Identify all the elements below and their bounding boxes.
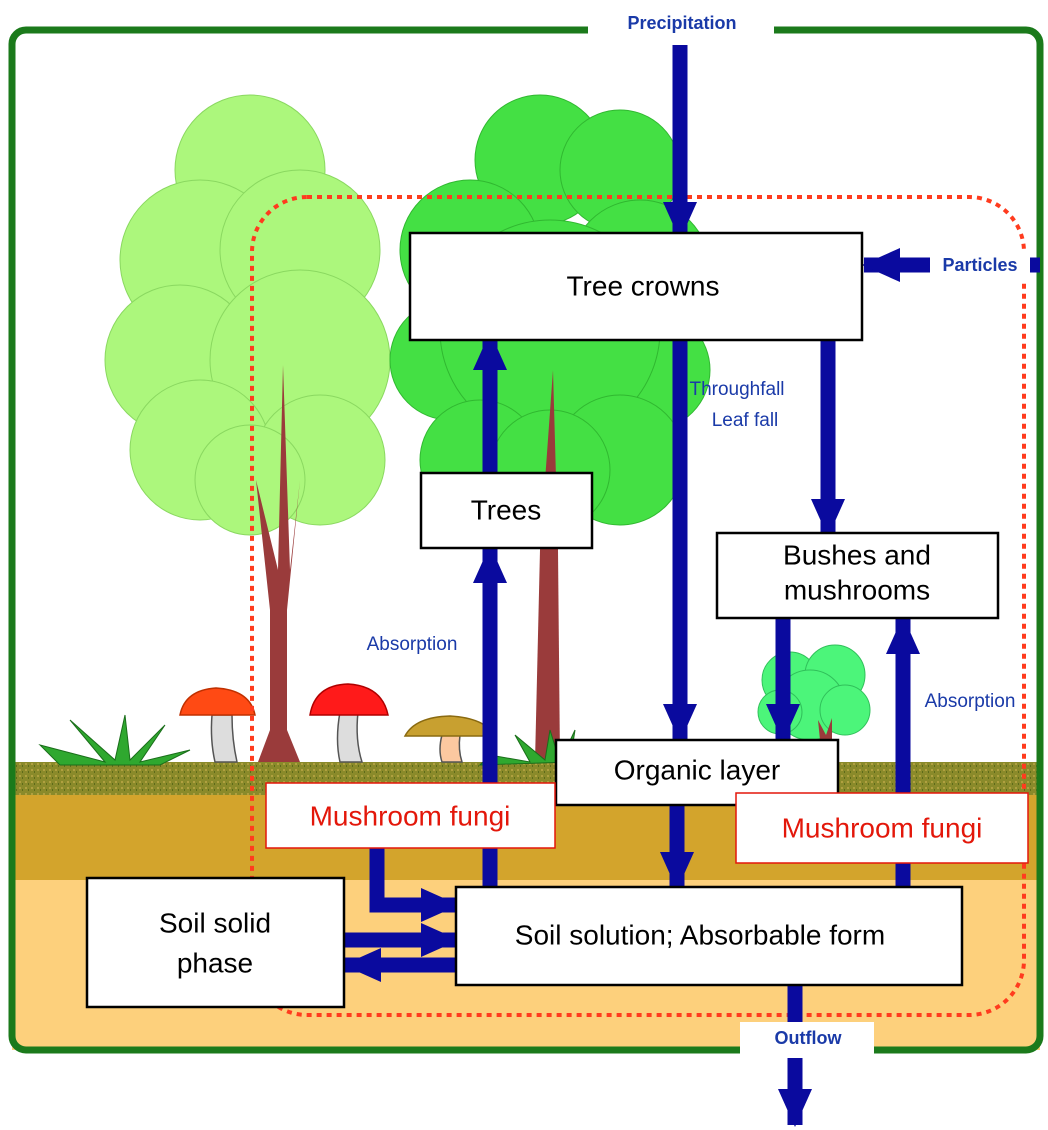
bush xyxy=(758,645,870,740)
box-label: Soil solid xyxy=(159,907,271,938)
flow-label: Throughfall xyxy=(689,379,784,400)
box-label: Trees xyxy=(471,494,542,525)
box-label: Mushroom fungi xyxy=(310,800,511,831)
flow-label: Leaf fall xyxy=(712,410,779,431)
flow-label: Absorption xyxy=(925,691,1016,712)
flow-label: Particles xyxy=(942,255,1017,275)
box-label: Bushes and xyxy=(783,539,931,570)
box-label: phase xyxy=(177,947,253,978)
box-label: Mushroom fungi xyxy=(782,812,983,843)
soil-solid-box xyxy=(87,878,344,1007)
box-label: Tree crowns xyxy=(566,270,719,301)
box-label: Soil solution; Absorbable form xyxy=(515,919,885,950)
flow-label: Precipitation xyxy=(627,13,736,33)
tree-light xyxy=(105,95,390,535)
diagram: Tree crowns Trees Bushes and mushrooms O… xyxy=(0,0,1048,1130)
box-label: Organic layer xyxy=(614,754,781,785)
flow-label: Absorption xyxy=(367,634,458,655)
mushrooms xyxy=(180,684,495,762)
box-label: mushrooms xyxy=(784,574,930,605)
flow-label: Outflow xyxy=(775,1028,843,1048)
